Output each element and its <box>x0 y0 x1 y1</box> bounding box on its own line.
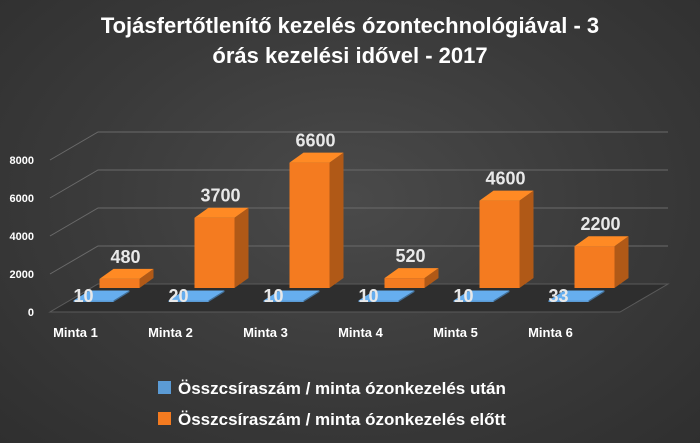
x-category-label: Minta 1 <box>53 325 98 340</box>
data-label-after: 10 <box>73 286 93 306</box>
bar-before-5-front <box>479 200 520 288</box>
bar-after-1-front <box>73 300 114 302</box>
bar-before-5-top <box>479 190 534 201</box>
data-label-after: 33 <box>548 286 568 306</box>
y-tick-label: 8000 <box>10 155 34 167</box>
x-category-label: Minta 3 <box>243 325 288 340</box>
legend-swatch-before <box>158 412 171 425</box>
bar-after-4-front <box>358 300 399 302</box>
bar-before-3-side <box>329 152 344 288</box>
bars-front-series <box>73 290 605 302</box>
data-label-before: 480 <box>110 247 140 267</box>
bar-after-1-side <box>113 290 130 302</box>
bar-before-3-front <box>289 162 330 288</box>
bar-after-4 <box>358 290 415 302</box>
bar-before-2-top <box>194 207 249 218</box>
data-label-before: 2200 <box>580 214 620 234</box>
bar-after-3-front <box>263 300 304 302</box>
bar-after-6 <box>548 290 605 302</box>
bar-before-2-side <box>234 207 249 288</box>
bar-after-6-top <box>548 290 605 301</box>
x-category-label: Minta 4 <box>338 325 384 340</box>
bar-before-1-side <box>139 268 154 288</box>
bar-before-6-top <box>574 236 629 247</box>
bar-after-2-side <box>208 290 225 302</box>
y-tick-label: 6000 <box>10 193 34 205</box>
bar-after-6-side <box>588 290 605 302</box>
legend-swatch-after <box>158 381 171 394</box>
data-labels: 480 10 3700 20 6600 10 520 10 4600 10 2200 33 <box>73 131 620 306</box>
y-tick-label: 0 <box>28 307 34 319</box>
bar-before-2 <box>194 207 249 288</box>
x-axis: Minta 1 Minta 2 Minta 3 Minta 4 Minta 5 Minta… <box>53 325 573 340</box>
data-label-after: 10 <box>358 286 378 306</box>
bar-before-5 <box>479 190 534 288</box>
bar-after-3-side <box>303 290 320 302</box>
bar-before-4-top <box>384 268 439 279</box>
data-label-after: 10 <box>263 286 283 306</box>
y-tick-label: 2000 <box>10 269 34 281</box>
bar-before-4 <box>384 268 439 288</box>
bar-before-6 <box>574 236 629 288</box>
chart-title-line-2: órás kezelési idővel - 2017 <box>212 43 487 68</box>
x-category-label: Minta 2 <box>148 325 193 340</box>
bars-back-series <box>99 152 629 288</box>
bar-after-3 <box>263 290 320 302</box>
bar-before-5-side <box>519 190 534 288</box>
legend-label-before: Összcsíraszám / minta ózonkezelés előtt <box>178 410 506 429</box>
gridline <box>49 131 668 161</box>
bar-before-6-front <box>574 246 615 288</box>
bar-after-2 <box>168 290 225 302</box>
legend-label-after: Összcsíraszám / minta ózonkezelés után <box>178 379 506 398</box>
x-category-label: Minta 5 <box>433 325 478 340</box>
data-label-before: 4600 <box>485 169 525 189</box>
bar-after-3-top <box>263 290 320 301</box>
data-label-before: 3700 <box>200 186 240 206</box>
bar-after-4-side <box>398 290 415 302</box>
bar-after-6-front <box>548 300 589 302</box>
bar-before-4-front <box>384 278 425 288</box>
bar-before-6-side <box>614 236 629 288</box>
chart-title-line-1: Tojásfertőtlenítő kezelés ózontechnológi… <box>101 13 599 38</box>
y-axis: 0 2000 4000 6000 8000 <box>10 155 34 319</box>
bar-before-3 <box>289 152 344 288</box>
bar-before-3-top <box>289 152 344 163</box>
data-label-after: 20 <box>168 286 188 306</box>
bar-before-1 <box>99 268 154 288</box>
bar-after-5-top <box>453 290 510 301</box>
bar-after-1-top <box>73 290 130 301</box>
bar-after-5-side <box>493 290 510 302</box>
bar-before-2-front <box>194 217 235 288</box>
y-tick-label: 4000 <box>10 231 34 243</box>
bar-after-5-front <box>453 300 494 302</box>
gridline <box>49 207 668 237</box>
bar-before-1-top <box>99 268 154 279</box>
x-category-label: Minta 6 <box>528 325 573 340</box>
bar-before-1-front <box>99 278 140 288</box>
bar-after-5 <box>453 290 510 302</box>
bar-after-4-top <box>358 290 415 301</box>
bar-after-1 <box>73 290 130 302</box>
bar-after-2-front <box>168 300 209 302</box>
data-label-before: 6600 <box>295 131 335 151</box>
data-label-before: 520 <box>395 246 425 266</box>
data-label-after: 10 <box>453 286 473 306</box>
legend: Összcsíraszám / minta ózonkezelés után Ö… <box>158 379 506 429</box>
bar-after-2-top <box>168 290 225 301</box>
bar-before-4-side <box>424 268 439 288</box>
gridline <box>49 169 668 199</box>
gridline <box>49 245 668 275</box>
